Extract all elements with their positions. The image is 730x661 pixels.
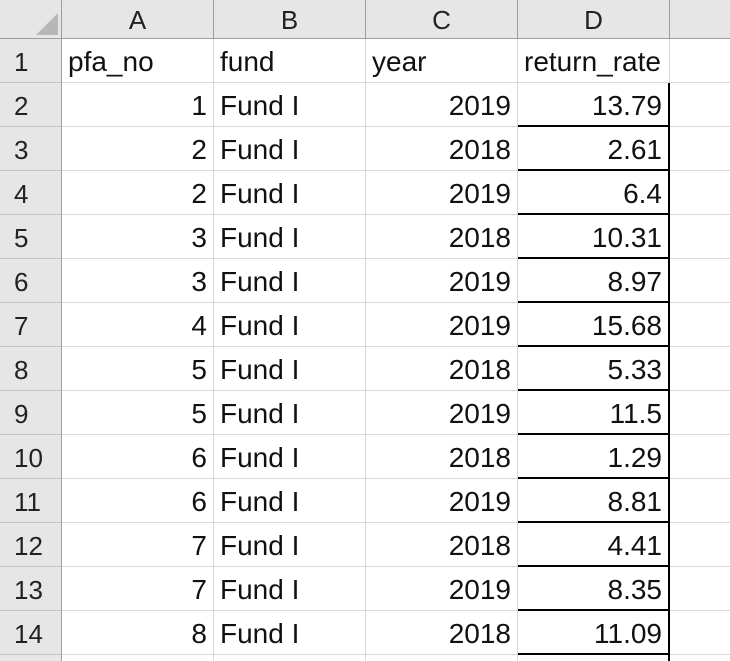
row-header-8[interactable]: 8 bbox=[0, 347, 62, 391]
cell-fund[interactable]: Fund I bbox=[214, 523, 366, 567]
row-header-7[interactable]: 7 bbox=[0, 303, 62, 347]
cell-pfa-no[interactable]: 5 bbox=[62, 347, 214, 391]
cell-pfa-no[interactable]: 3 bbox=[62, 259, 214, 303]
cell-year[interactable]: 2018 bbox=[366, 347, 518, 391]
cell-pfa-no[interactable]: 6 bbox=[62, 479, 214, 523]
cell-return-rate[interactable]: 8.81 bbox=[518, 479, 670, 523]
empty-cell[interactable] bbox=[670, 259, 730, 303]
cell-fund[interactable]: Fund I bbox=[214, 611, 366, 655]
cell-pfa-no[interactable]: 6 bbox=[62, 435, 214, 479]
cell-fund[interactable]: Fund I bbox=[214, 435, 366, 479]
cell-return-rate[interactable]: 4.41 bbox=[518, 523, 670, 567]
cell-year[interactable]: 2019 bbox=[366, 259, 518, 303]
cell-fund[interactable]: Fund I bbox=[214, 127, 366, 171]
empty-cell[interactable] bbox=[670, 303, 730, 347]
select-all-corner[interactable] bbox=[0, 0, 62, 38]
header-cell-year[interactable]: year bbox=[366, 39, 518, 83]
cell-pfa-no[interactable]: 5 bbox=[62, 391, 214, 435]
select-all-triangle-icon bbox=[36, 13, 58, 35]
cell-year[interactable]: 2019 bbox=[366, 567, 518, 611]
empty-cell[interactable] bbox=[670, 611, 730, 655]
row-header-5[interactable]: 5 bbox=[0, 215, 62, 259]
cell-year[interactable]: 2018 bbox=[366, 127, 518, 171]
cell-pfa-no[interactable]: 3 bbox=[62, 215, 214, 259]
cell-fund[interactable]: Fund I bbox=[214, 259, 366, 303]
row-header-12[interactable]: 12 bbox=[0, 523, 62, 567]
cell-fund[interactable]: Fund I bbox=[214, 303, 366, 347]
cell-pfa-no[interactable]: 1 bbox=[62, 83, 214, 127]
empty-cell[interactable] bbox=[670, 39, 730, 83]
row-header-partial[interactable] bbox=[0, 655, 62, 661]
row-header-11[interactable]: 11 bbox=[0, 479, 62, 523]
empty-cell[interactable] bbox=[62, 655, 214, 661]
header-cell-fund[interactable]: fund bbox=[214, 39, 366, 83]
cell-fund[interactable]: Fund I bbox=[214, 347, 366, 391]
cell-return-rate[interactable]: 2.61 bbox=[518, 127, 670, 171]
empty-cell[interactable] bbox=[670, 435, 730, 479]
row-header-13[interactable]: 13 bbox=[0, 567, 62, 611]
cell-year[interactable]: 2018 bbox=[366, 215, 518, 259]
row-header-3[interactable]: 3 bbox=[0, 127, 62, 171]
cell-fund[interactable]: Fund I bbox=[214, 391, 366, 435]
cell-fund[interactable]: Fund I bbox=[214, 171, 366, 215]
cell-pfa-no[interactable]: 7 bbox=[62, 523, 214, 567]
cell-year[interactable]: 2019 bbox=[366, 83, 518, 127]
column-header-b[interactable]: B bbox=[214, 0, 366, 38]
cell-return-rate[interactable]: 1.29 bbox=[518, 435, 670, 479]
cell-pfa-no[interactable]: 2 bbox=[62, 127, 214, 171]
row-header-4[interactable]: 4 bbox=[0, 171, 62, 215]
cell-return-rate[interactable]: 11.09 bbox=[518, 611, 670, 655]
row-header-2[interactable]: 2 bbox=[0, 83, 62, 127]
cell-pfa-no[interactable]: 2 bbox=[62, 171, 214, 215]
empty-cell[interactable] bbox=[670, 347, 730, 391]
empty-cell[interactable] bbox=[670, 215, 730, 259]
cell-pfa-no[interactable]: 7 bbox=[62, 567, 214, 611]
cell-fund[interactable]: Fund I bbox=[214, 567, 366, 611]
column-header-d[interactable]: D bbox=[518, 0, 670, 38]
empty-cell[interactable] bbox=[670, 523, 730, 567]
row-header-6[interactable]: 6 bbox=[0, 259, 62, 303]
empty-cell[interactable] bbox=[670, 567, 730, 611]
cell-pfa-no[interactable]: 4 bbox=[62, 303, 214, 347]
column-header-a[interactable]: A bbox=[62, 0, 214, 38]
empty-cell[interactable] bbox=[670, 479, 730, 523]
cell-year[interactable]: 2018 bbox=[366, 523, 518, 567]
row-header-1[interactable]: 1 bbox=[0, 39, 62, 83]
empty-cell[interactable] bbox=[518, 655, 670, 661]
row-header-9[interactable]: 9 bbox=[0, 391, 62, 435]
cell-return-rate[interactable]: 10.31 bbox=[518, 215, 670, 259]
empty-cell[interactable] bbox=[670, 391, 730, 435]
cell-return-rate[interactable]: 6.4 bbox=[518, 171, 670, 215]
empty-cell[interactable] bbox=[366, 655, 518, 661]
cell-pfa-no[interactable]: 8 bbox=[62, 611, 214, 655]
empty-cell[interactable] bbox=[670, 171, 730, 215]
cell-fund[interactable]: Fund I bbox=[214, 83, 366, 127]
cell-year[interactable]: 2018 bbox=[366, 435, 518, 479]
cell-return-rate[interactable]: 13.79 bbox=[518, 83, 670, 127]
cell-year[interactable]: 2019 bbox=[366, 171, 518, 215]
cell-year[interactable]: 2019 bbox=[366, 303, 518, 347]
cell-return-rate[interactable]: 5.33 bbox=[518, 347, 670, 391]
cell-fund[interactable]: Fund I bbox=[214, 479, 366, 523]
empty-cell[interactable] bbox=[670, 127, 730, 171]
column-header-c[interactable]: C bbox=[366, 0, 518, 38]
header-cell-pfa-no[interactable]: pfa_no bbox=[62, 39, 214, 83]
row-header-14[interactable]: 14 bbox=[0, 611, 62, 655]
empty-cell[interactable] bbox=[670, 83, 730, 127]
cell-return-rate[interactable]: 11.5 bbox=[518, 391, 670, 435]
cell-year[interactable]: 2019 bbox=[366, 479, 518, 523]
cell-fund[interactable]: Fund I bbox=[214, 215, 366, 259]
cell-return-rate[interactable]: 8.35 bbox=[518, 567, 670, 611]
column-header-e-partial[interactable] bbox=[670, 0, 730, 38]
row-header-10[interactable]: 10 bbox=[0, 435, 62, 479]
cell-return-rate[interactable]: 8.97 bbox=[518, 259, 670, 303]
cell-year[interactable]: 2019 bbox=[366, 391, 518, 435]
empty-cell[interactable] bbox=[214, 655, 366, 661]
cell-year[interactable]: 2018 bbox=[366, 611, 518, 655]
header-cell-return-rate[interactable]: return_rate bbox=[518, 39, 670, 83]
cell-return-rate[interactable]: 15.68 bbox=[518, 303, 670, 347]
